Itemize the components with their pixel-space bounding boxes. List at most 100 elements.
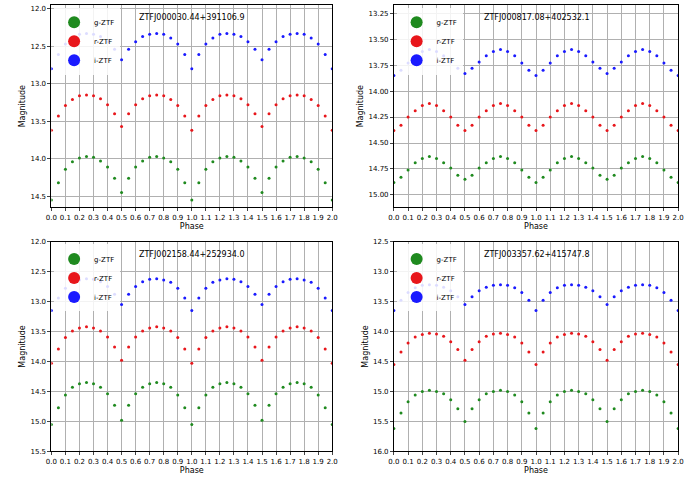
svg-text:0.5: 0.5 — [459, 214, 470, 222]
svg-text:1.3: 1.3 — [573, 214, 584, 222]
svg-text:0.8: 0.8 — [502, 214, 513, 222]
svg-text:0.0: 0.0 — [46, 458, 57, 466]
svg-text:g-ZTF: g-ZTF — [94, 256, 114, 264]
svg-text:13.5: 13.5 — [30, 118, 46, 126]
svg-text:r-ZTF: r-ZTF — [437, 275, 455, 283]
svg-text:14.75: 14.75 — [369, 165, 389, 173]
svg-text:1.9: 1.9 — [313, 214, 324, 222]
svg-text:13.0: 13.0 — [30, 298, 46, 306]
svg-text:14.5: 14.5 — [30, 193, 46, 201]
svg-text:0.5: 0.5 — [116, 458, 127, 466]
svg-text:15.00: 15.00 — [369, 191, 389, 199]
svg-text:0.8: 0.8 — [158, 214, 169, 222]
svg-text:0.8: 0.8 — [502, 458, 513, 466]
svg-text:14.5: 14.5 — [373, 358, 389, 366]
svg-text:1.5: 1.5 — [602, 214, 613, 222]
svg-text:0.3: 0.3 — [88, 214, 99, 222]
svg-text:16.0: 16.0 — [373, 448, 389, 456]
svg-text:1.5: 1.5 — [602, 458, 613, 466]
svg-text:1.4: 1.4 — [587, 458, 599, 466]
svg-text:0.2: 0.2 — [74, 458, 85, 466]
svg-text:0.9: 0.9 — [172, 214, 183, 222]
svg-text:1.8: 1.8 — [644, 214, 655, 222]
svg-text:13.0: 13.0 — [373, 268, 389, 276]
svg-text:0.8: 0.8 — [158, 458, 169, 466]
svg-text:12.0: 12.0 — [30, 5, 46, 13]
svg-text:1.3: 1.3 — [573, 458, 584, 466]
svg-text:2.0: 2.0 — [673, 458, 684, 466]
svg-text:0.1: 0.1 — [403, 214, 414, 222]
svg-text:1.8: 1.8 — [299, 214, 310, 222]
svg-text:0.2: 0.2 — [74, 214, 85, 222]
svg-text:14.0: 14.0 — [30, 155, 46, 163]
svg-text:Magnitude: Magnitude — [18, 85, 27, 127]
svg-text:i-ZTF: i-ZTF — [437, 57, 455, 65]
svg-text:1.3: 1.3 — [228, 458, 239, 466]
svg-text:0.7: 0.7 — [144, 214, 155, 222]
svg-text:0.1: 0.1 — [403, 458, 414, 466]
svg-text:0.5: 0.5 — [116, 214, 127, 222]
svg-text:0.6: 0.6 — [474, 458, 486, 466]
svg-text:15.5: 15.5 — [373, 418, 389, 426]
svg-text:0.3: 0.3 — [431, 458, 442, 466]
svg-text:i-ZTF: i-ZTF — [437, 294, 455, 302]
svg-text:Phase: Phase — [524, 222, 548, 231]
svg-text:2.0: 2.0 — [327, 214, 338, 222]
svg-text:Magnitude: Magnitude — [18, 325, 27, 367]
svg-text:0.1: 0.1 — [60, 214, 71, 222]
svg-text:1.6: 1.6 — [616, 458, 628, 466]
svg-text:0.7: 0.7 — [488, 214, 499, 222]
svg-text:0.3: 0.3 — [431, 214, 442, 222]
svg-text:14.00: 14.00 — [369, 88, 389, 96]
svg-text:0.6: 0.6 — [474, 214, 486, 222]
svg-text:1.2: 1.2 — [559, 214, 570, 222]
svg-text:1.5: 1.5 — [256, 214, 267, 222]
svg-text:1.2: 1.2 — [559, 458, 570, 466]
svg-text:1.4: 1.4 — [242, 214, 254, 222]
svg-text:Phase: Phase — [524, 466, 548, 475]
svg-text:0.5: 0.5 — [459, 458, 470, 466]
svg-text:13.25: 13.25 — [369, 10, 389, 18]
svg-text:ZTFJ002158.44+252934.0: ZTFJ002158.44+252934.0 — [139, 250, 244, 259]
svg-text:14.0: 14.0 — [30, 358, 46, 366]
svg-text:0.9: 0.9 — [172, 458, 183, 466]
svg-text:14.5: 14.5 — [30, 388, 46, 396]
svg-text:1.4: 1.4 — [587, 214, 599, 222]
svg-text:1.0: 1.0 — [186, 214, 197, 222]
svg-text:1.8: 1.8 — [299, 458, 310, 466]
svg-text:ZTFJ000030.44+391106.9: ZTFJ000030.44+391106.9 — [139, 13, 244, 22]
svg-text:0.9: 0.9 — [516, 214, 527, 222]
svg-text:2.0: 2.0 — [673, 214, 684, 222]
svg-text:1.2: 1.2 — [214, 214, 225, 222]
svg-text:0.0: 0.0 — [46, 214, 57, 222]
svg-text:g-ZTF: g-ZTF — [437, 256, 457, 264]
svg-text:Magnitude: Magnitude — [361, 325, 370, 367]
svg-text:1.7: 1.7 — [630, 458, 641, 466]
svg-text:i-ZTF: i-ZTF — [94, 57, 112, 65]
svg-text:1.5: 1.5 — [256, 458, 267, 466]
svg-text:1.1: 1.1 — [545, 214, 556, 222]
svg-text:13.50: 13.50 — [369, 36, 389, 44]
svg-text:1.1: 1.1 — [200, 458, 211, 466]
svg-text:1.7: 1.7 — [285, 458, 296, 466]
svg-text:0.4: 0.4 — [102, 458, 114, 466]
svg-text:15.5: 15.5 — [30, 448, 46, 456]
svg-text:0.7: 0.7 — [488, 458, 499, 466]
svg-text:Magnitude: Magnitude — [356, 85, 365, 127]
svg-text:1.2: 1.2 — [214, 458, 225, 466]
svg-text:0.4: 0.4 — [445, 214, 457, 222]
svg-text:0.2: 0.2 — [417, 214, 428, 222]
svg-text:g-ZTF: g-ZTF — [437, 19, 457, 27]
svg-text:0.9: 0.9 — [516, 458, 527, 466]
svg-text:12.0: 12.0 — [30, 238, 46, 246]
svg-text:12.5: 12.5 — [30, 43, 46, 51]
svg-text:1.1: 1.1 — [545, 458, 556, 466]
svg-text:14.50: 14.50 — [369, 139, 389, 147]
svg-text:0.3: 0.3 — [88, 458, 99, 466]
svg-text:Phase: Phase — [180, 466, 204, 475]
svg-text:0.4: 0.4 — [445, 458, 457, 466]
svg-text:g-ZTF: g-ZTF — [94, 19, 114, 27]
svg-text:0.7: 0.7 — [144, 458, 155, 466]
svg-text:ZTFJ003357.62+415747.8: ZTFJ003357.62+415747.8 — [484, 250, 589, 259]
svg-text:14.0: 14.0 — [373, 328, 389, 336]
